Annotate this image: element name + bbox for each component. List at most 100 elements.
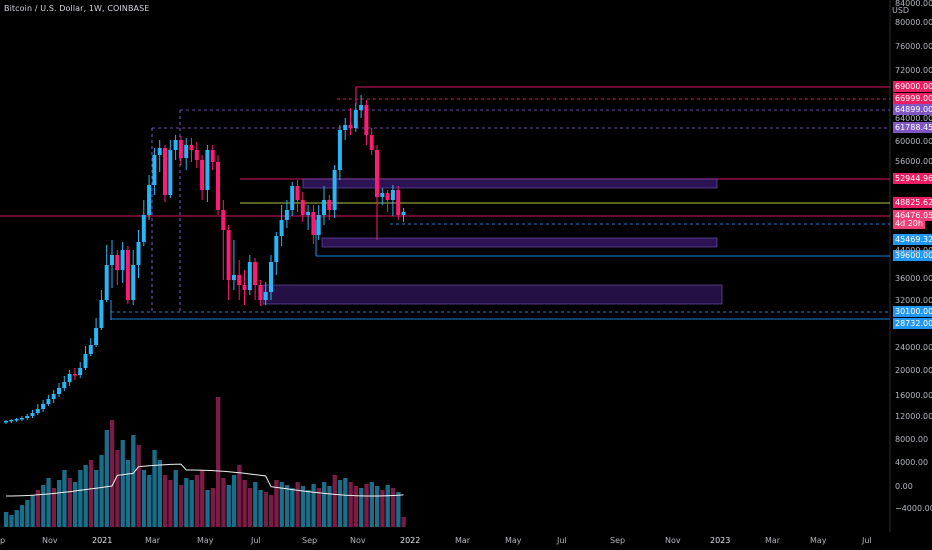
candle bbox=[242, 285, 247, 290]
candle bbox=[295, 186, 300, 200]
x-axis-label: Mar bbox=[145, 536, 161, 545]
candle bbox=[353, 110, 358, 128]
volume-bar bbox=[72, 482, 78, 527]
y-axis-label: 0.00 bbox=[895, 482, 913, 491]
volume-bar bbox=[104, 430, 109, 527]
x-axis-label: Nov bbox=[350, 536, 366, 545]
candle bbox=[401, 212, 406, 215]
x-axis-label: Sep bbox=[610, 536, 626, 545]
x-axis-label: 2023 bbox=[710, 536, 731, 545]
candle bbox=[30, 413, 35, 416]
volume-bar bbox=[125, 460, 131, 527]
volume-bar bbox=[385, 485, 390, 527]
candle bbox=[94, 328, 99, 345]
candle bbox=[25, 416, 30, 418]
candle bbox=[364, 105, 369, 135]
y-axis-label: 32000.00 bbox=[895, 296, 932, 305]
volume-bar bbox=[269, 495, 274, 527]
demand-zone bbox=[262, 284, 723, 305]
volume-bar bbox=[200, 470, 205, 527]
candle bbox=[337, 130, 342, 170]
supply-zone bbox=[302, 178, 718, 189]
price-tag: 39600.00 bbox=[893, 250, 932, 261]
candle bbox=[104, 265, 109, 300]
demand-zone bbox=[321, 237, 718, 248]
price-tag: 64899.00 bbox=[893, 104, 932, 115]
candle bbox=[4, 421, 8, 423]
candle bbox=[247, 262, 252, 290]
x-axis-label: 2021 bbox=[92, 536, 113, 545]
candle bbox=[290, 186, 295, 210]
volume-bar bbox=[380, 490, 385, 527]
volume-bar bbox=[258, 490, 263, 527]
volume-bar bbox=[242, 480, 247, 527]
candle bbox=[67, 374, 72, 382]
candle bbox=[359, 105, 364, 110]
candle bbox=[115, 255, 120, 270]
volume-bar bbox=[353, 486, 359, 527]
candle bbox=[131, 265, 136, 300]
candle bbox=[9, 420, 14, 422]
volume-bar bbox=[263, 492, 268, 527]
volume-bar bbox=[25, 500, 30, 527]
candle bbox=[369, 135, 374, 150]
candle bbox=[157, 148, 162, 155]
volume-bar bbox=[67, 478, 72, 527]
volume-bar bbox=[120, 440, 125, 527]
volume-bar bbox=[147, 475, 152, 527]
candle bbox=[152, 155, 157, 185]
candle bbox=[380, 193, 385, 197]
volume-bar bbox=[99, 455, 104, 527]
volume-bar bbox=[83, 465, 88, 527]
volume-ma-line bbox=[6, 463, 404, 497]
volume-bar bbox=[4, 512, 9, 527]
volume-bar bbox=[348, 482, 353, 527]
x-axis-label: Sep bbox=[302, 536, 318, 545]
price-tag: 30100.00 bbox=[893, 306, 932, 317]
volume-bar bbox=[274, 480, 279, 527]
y-axis-label: 36000.00 bbox=[895, 274, 932, 283]
candle bbox=[210, 150, 215, 162]
volume-bar bbox=[57, 480, 62, 527]
x-axis-label: May bbox=[810, 536, 827, 545]
x-axis-label: Mar bbox=[765, 536, 781, 545]
volume-bar bbox=[337, 480, 343, 527]
y-axis-label: 72000.00 bbox=[895, 66, 932, 75]
y-axis-label: 64000.00 bbox=[895, 114, 932, 123]
volume-bar bbox=[290, 488, 295, 527]
candle bbox=[178, 140, 183, 158]
y-axis-label: 84000.00 bbox=[895, 0, 932, 8]
volume-bar bbox=[332, 475, 337, 527]
volume-bar bbox=[30, 495, 35, 527]
candle bbox=[316, 215, 321, 235]
candle bbox=[136, 242, 141, 265]
candle bbox=[390, 190, 395, 200]
candle bbox=[99, 300, 104, 328]
volume-bar bbox=[401, 517, 406, 527]
volume-bar bbox=[300, 486, 306, 527]
volume-bar bbox=[226, 485, 231, 527]
volume-bar bbox=[205, 490, 210, 527]
volume-bar bbox=[14, 510, 19, 527]
candle bbox=[184, 145, 189, 158]
price-tag: 61788.45 bbox=[893, 122, 932, 133]
price-tag: 46476.05 bbox=[893, 210, 932, 221]
candle bbox=[200, 160, 205, 190]
volume-bar bbox=[194, 475, 200, 527]
candle bbox=[300, 200, 305, 215]
price-tag: 52944.96 bbox=[893, 173, 932, 184]
volume-bar bbox=[364, 484, 369, 527]
price-tag: 66999.00 bbox=[893, 93, 932, 104]
volume-bar bbox=[253, 482, 258, 527]
volume-bar bbox=[306, 490, 311, 527]
candle bbox=[19, 418, 24, 420]
candle bbox=[14, 419, 19, 421]
x-axis-label: Jul bbox=[251, 536, 261, 545]
volume-bar bbox=[9, 515, 14, 527]
volume-bar bbox=[231, 475, 237, 527]
candle bbox=[125, 250, 130, 300]
x-axis-label: May bbox=[505, 536, 522, 545]
candle bbox=[120, 250, 125, 270]
volume-bar bbox=[295, 482, 300, 527]
